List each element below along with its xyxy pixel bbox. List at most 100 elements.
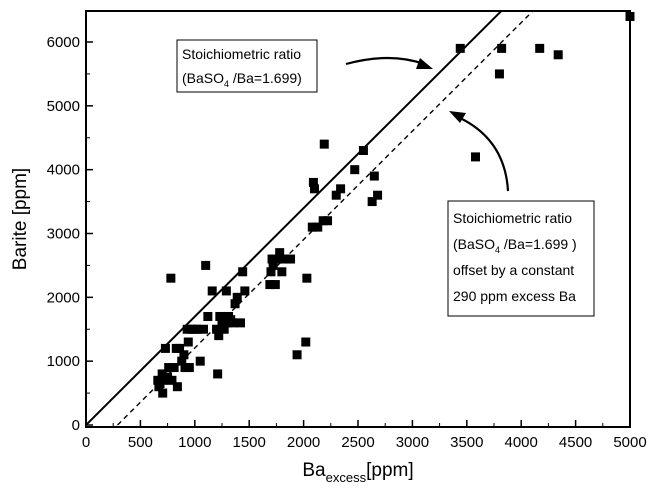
data-point: [169, 363, 179, 373]
annotation-dashed-line2: (BaSO4 /Ba=1.699 ): [453, 236, 577, 255]
annotation-solid: Stoichiometric ratio (BaSO4 /Ba=1.699): [176, 39, 433, 93]
data-point: [336, 184, 346, 194]
data-point: [160, 343, 170, 353]
data-point: [350, 165, 360, 175]
data-point: [219, 324, 229, 334]
annotation-dashed-arrowhead: [449, 111, 466, 123]
data-point: [201, 260, 211, 270]
y-tick-label: 1000: [47, 353, 80, 370]
data-point: [195, 356, 205, 366]
annotation-dashed-box: [447, 200, 595, 317]
x-tick-label: 4500: [559, 434, 592, 451]
data-point: [235, 318, 245, 328]
x-tick-label: 1000: [178, 434, 211, 451]
annotation-solid-line2-b: /Ba=1.699): [229, 70, 302, 86]
x-tick-label: 2500: [341, 434, 374, 451]
data-point: [272, 254, 282, 264]
annotation-dashed-line4: 290 ppm excess Ba: [453, 288, 576, 304]
data-point: [266, 267, 276, 277]
data-point: [214, 331, 224, 341]
data-point: [179, 350, 189, 360]
data-point: [175, 343, 185, 353]
data-point: [203, 311, 213, 321]
data-point: [268, 260, 278, 270]
data-point: [238, 267, 248, 277]
x-tick-label: 5000: [613, 434, 646, 451]
annotation-dashed-line2-b: /Ba=1.699 ): [500, 236, 577, 252]
data-point: [167, 375, 177, 385]
data-point: [157, 369, 167, 379]
data-point: [212, 324, 222, 334]
annotation-dashed: Stoichiometric ratio (BaSO4 /Ba=1.699 ) …: [447, 111, 595, 317]
data-point: [183, 337, 193, 347]
data-point: [373, 190, 383, 200]
y-tick-label: 4000: [47, 162, 80, 179]
annotation-solid-line1: Stoichiometric ratio: [182, 46, 301, 62]
annotation-solid-box: [176, 39, 318, 93]
y-tick-label: 2000: [47, 289, 80, 306]
data-point: [164, 363, 174, 373]
data-point: [494, 69, 504, 79]
plot-frame: [85, 10, 631, 428]
data-point: [213, 369, 223, 379]
x-tick-label: 0: [82, 434, 90, 451]
x-axis-title-sub: excess: [326, 470, 367, 485]
x-tick-label: 3500: [450, 434, 483, 451]
y-tick-label: 5000: [47, 98, 80, 115]
data-point: [553, 50, 563, 60]
y-axis-title: Barite [ppm]: [10, 168, 31, 270]
data-point: [497, 43, 507, 53]
annotation-dashed-line2-sub: 4: [495, 245, 500, 255]
x-axis-title: Baexcess[ppm]: [302, 460, 413, 485]
data-point: [308, 177, 318, 187]
data-point: [358, 146, 368, 156]
data-point: [331, 190, 341, 200]
data-point: [301, 337, 311, 347]
data-point: [292, 350, 302, 360]
data-point: [275, 248, 285, 258]
data-point: [302, 273, 312, 283]
annotation-solid-line2-a: (BaSO: [182, 70, 224, 86]
y-tick-label: 6000: [47, 34, 80, 51]
data-point: [280, 254, 290, 264]
annotation-dashed-line3: offset by a constant: [453, 262, 574, 278]
data-point: [199, 324, 209, 334]
data-point: [535, 43, 545, 53]
x-axis-title-main: Ba: [302, 460, 326, 481]
data-point: [455, 43, 465, 53]
data-point: [367, 197, 377, 207]
data-point: [228, 318, 238, 328]
x-tick-label: 2000: [287, 434, 320, 451]
data-point: [215, 311, 225, 321]
annotation-solid-line2-sub: 4: [224, 79, 229, 89]
data-point: [221, 286, 231, 296]
annotation-solid-arrowhead: [416, 58, 433, 69]
data-point: [313, 222, 323, 232]
data-point: [323, 216, 333, 226]
x-tick-label: 3000: [396, 434, 429, 451]
data-point: [270, 280, 280, 290]
data-point: [267, 254, 277, 264]
data-point: [230, 299, 240, 309]
data-point: [166, 273, 176, 283]
data-point: [207, 286, 217, 296]
data-points: [153, 11, 635, 398]
annotation-solid-arrow: [345, 56, 425, 66]
data-point: [177, 356, 187, 366]
data-point: [471, 152, 481, 162]
x-tick-label: 500: [128, 434, 153, 451]
data-point: [158, 388, 168, 398]
data-point: [286, 254, 296, 264]
data-point: [319, 139, 329, 149]
annotation-solid-line2: (BaSO4 /Ba=1.699): [182, 70, 302, 89]
data-point: [369, 171, 379, 181]
data-point: [307, 222, 317, 232]
data-point: [277, 267, 287, 277]
axis-ticks: 0 500 1000 1500 2000 2500 3000 3500 4000 4500 5000…: [47, 34, 647, 451]
x-tick-label: 1500: [233, 434, 266, 451]
data-point: [217, 318, 227, 328]
data-point: [309, 184, 319, 194]
annotation-dashed-line1: Stoichiometric ratio: [453, 210, 572, 226]
offset-stoichiometric-line: [117, 11, 534, 426]
